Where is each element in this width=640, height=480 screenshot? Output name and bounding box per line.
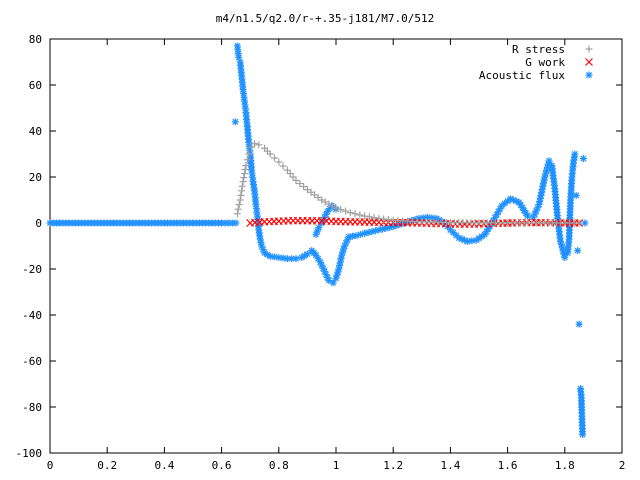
data-point [314, 193, 322, 201]
legend-marker [585, 71, 593, 79]
data-point [240, 174, 248, 182]
x-tick-label: 0.6 [212, 459, 232, 472]
data-point [275, 158, 283, 166]
data-point [342, 207, 350, 215]
data-point [312, 231, 320, 238]
data-point [232, 219, 240, 227]
axis-ticks: 0 0.2 0.4 0.6 0.8 1 1.2 1.4 1.6 1.8 2 80 60 40 20 0 -20 -… [16, 33, 626, 472]
x-tick-label: 0.2 [97, 459, 117, 472]
data-point [375, 214, 383, 222]
x-tick-label: 0 [47, 459, 54, 472]
legend-entry: Acoustic flux [479, 69, 593, 82]
data-point [303, 186, 311, 194]
data-point [236, 196, 244, 204]
data-point [237, 191, 245, 199]
data-point [538, 185, 546, 193]
y-tick-label: 20 [29, 171, 42, 184]
x-tick-label: 1.8 [555, 459, 575, 472]
x-tick-label: 0.8 [269, 459, 289, 472]
data-point [238, 182, 246, 190]
plot-border [49, 38, 623, 454]
data-point [231, 118, 239, 126]
data-point [579, 155, 587, 163]
data-point [279, 162, 287, 170]
y-tick-label: -20 [22, 263, 42, 276]
y-tick-label: 0 [35, 217, 42, 230]
data-point [245, 150, 253, 158]
data-point [235, 201, 243, 209]
data-point [292, 176, 300, 184]
data-point [233, 210, 241, 218]
chart-title: m4/n1.5/q2.0/r-+.35-j181/M7.0/512 [216, 12, 435, 25]
legend-marker [585, 45, 593, 53]
data-point [311, 191, 319, 199]
data-point [332, 274, 340, 282]
y-tick-label: -40 [22, 309, 42, 322]
data-point [328, 202, 336, 210]
y-tick-label: 40 [29, 125, 42, 138]
y-tick-label: 80 [29, 33, 42, 46]
x-tick-label: 2 [619, 459, 626, 472]
data-point [332, 204, 340, 212]
legend-label: Acoustic flux [479, 69, 565, 82]
y-tick-label: -60 [22, 355, 42, 368]
legend-marker [585, 58, 593, 66]
data-point [292, 255, 300, 263]
y-tick-label: 60 [29, 79, 42, 92]
x-tick-label: 1.4 [440, 459, 460, 472]
x-tick-label: 0.4 [154, 459, 174, 472]
data-point [318, 196, 326, 204]
data-point [380, 215, 388, 223]
data-point [323, 273, 331, 281]
data-point [575, 320, 583, 328]
data-point [575, 219, 583, 227]
data-point [446, 226, 454, 234]
series-acoustic-flux [46, 42, 589, 439]
data-point [365, 213, 373, 221]
data-point [240, 170, 248, 178]
data-point [571, 150, 579, 158]
x-tick-label: 1.6 [498, 459, 518, 472]
data-point [574, 247, 582, 255]
data-point [234, 205, 242, 213]
x-tick-label: 1 [333, 459, 340, 472]
plot-frame [49, 38, 623, 454]
data-point [325, 200, 333, 208]
data-point [572, 191, 580, 199]
data-point [255, 141, 263, 149]
x-tick-label: 1.2 [383, 459, 403, 472]
legend-label: R stress [512, 43, 565, 56]
data-point [300, 183, 308, 191]
y-tick-label: -100 [16, 447, 43, 460]
data-point [346, 209, 354, 217]
data-point [351, 210, 359, 218]
series-r-stress [233, 140, 583, 227]
legend-entry: R stress [512, 43, 593, 56]
data-point [579, 431, 587, 439]
data-point [239, 178, 247, 186]
data-point [241, 166, 249, 174]
legend-label: G work [525, 56, 565, 69]
data-point [361, 212, 369, 220]
data-point [250, 140, 258, 148]
data-point [370, 214, 378, 222]
data-point [271, 154, 279, 162]
data-point [307, 188, 315, 196]
series-layer [46, 42, 589, 439]
data-point [243, 156, 251, 164]
data-point [384, 216, 392, 224]
data-point [266, 150, 274, 158]
data-point [296, 180, 304, 188]
data-point [524, 212, 532, 220]
data-point [242, 162, 250, 169]
data-point [356, 211, 364, 219]
y-tick-label: -80 [22, 401, 42, 414]
data-point [238, 187, 246, 195]
data-point [337, 206, 345, 214]
legend-entry: G work [525, 56, 593, 69]
data-point [321, 198, 329, 206]
